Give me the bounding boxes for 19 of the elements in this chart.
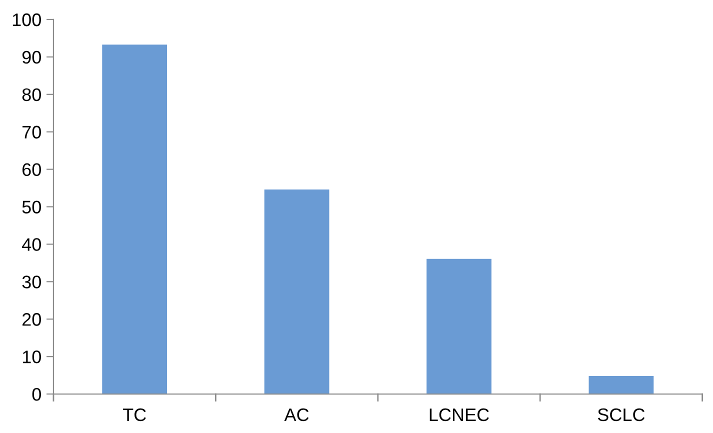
y-tick-label: 30 — [22, 276, 41, 288]
y-tick-label: 70 — [22, 126, 41, 139]
y-tick-label: 40 — [22, 238, 41, 251]
y-tick-label: 60 — [22, 163, 41, 176]
bar — [102, 44, 168, 394]
y-tick-label: 0 — [32, 388, 41, 401]
bar — [426, 258, 492, 394]
bar — [264, 190, 330, 394]
x-tick-label: AC — [284, 408, 309, 422]
y-tick-label: 90 — [22, 50, 41, 64]
x-tick-label: LCNEC — [430, 408, 489, 422]
y-tick-label: 10 — [22, 350, 41, 364]
x-tick-label: TC — [122, 408, 146, 422]
x-tick-label: SCLC — [598, 408, 645, 422]
y-tick-label: 100 — [12, 13, 41, 26]
y-tick-label: 80 — [22, 88, 41, 102]
bar — [588, 376, 654, 394]
y-tick-label: 20 — [22, 313, 41, 326]
y-tick-label: 50 — [22, 200, 41, 214]
